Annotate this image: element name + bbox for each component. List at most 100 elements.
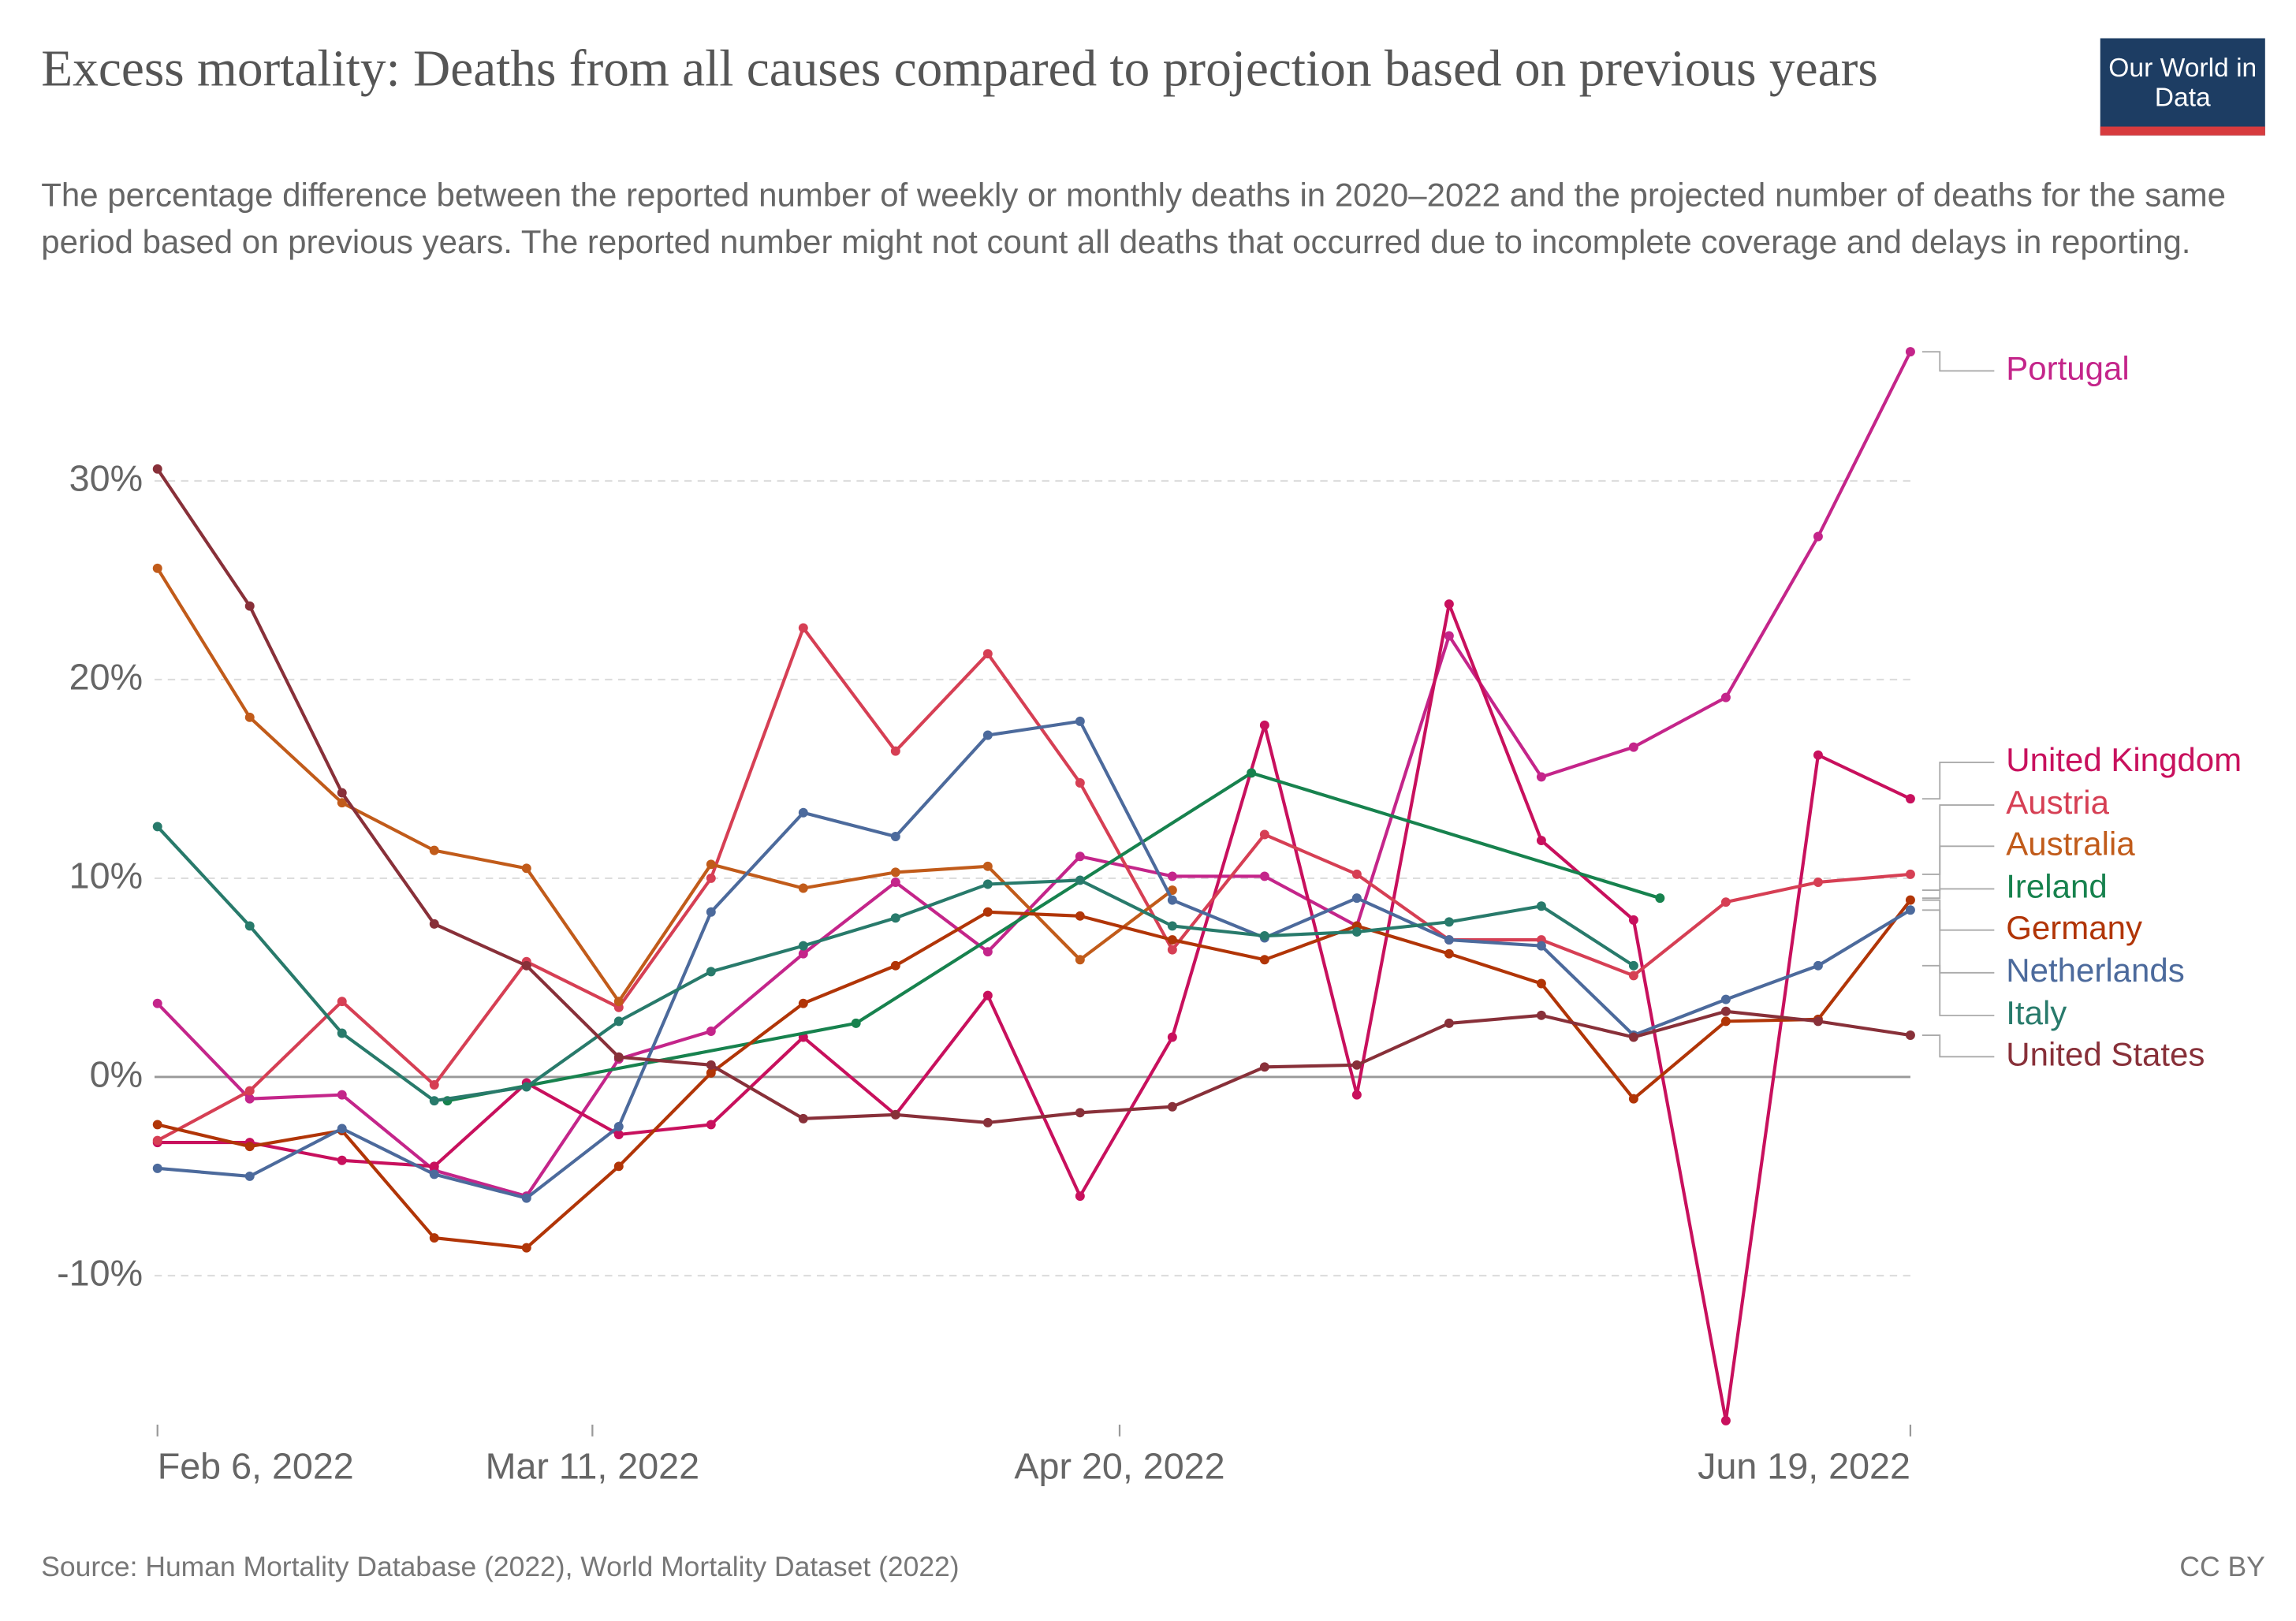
data-point <box>521 1193 531 1203</box>
data-point <box>1075 778 1085 788</box>
data-point <box>1444 599 1454 609</box>
data-point <box>982 649 993 659</box>
data-point <box>1720 897 1731 907</box>
data-point <box>1167 1032 1177 1042</box>
data-point <box>1720 1006 1731 1016</box>
data-point <box>613 1016 624 1027</box>
data-point <box>244 1142 255 1152</box>
data-point <box>1720 994 1731 1004</box>
series <box>152 347 1915 1202</box>
chart-title: Excess mortality: Deaths from all causes… <box>41 39 1878 98</box>
data-point <box>429 919 439 929</box>
data-point <box>890 913 900 923</box>
data-point <box>337 798 347 808</box>
legend-label: Italy <box>2006 994 2067 1031</box>
legend-label: United States <box>2006 1035 2205 1072</box>
data-point <box>1628 960 1638 971</box>
data-point <box>1444 935 1454 945</box>
data-point <box>244 1094 255 1104</box>
data-point <box>1259 829 1269 840</box>
data-point <box>152 822 162 832</box>
data-point <box>1536 941 1546 951</box>
data-point <box>798 883 808 893</box>
data-point <box>429 1080 439 1090</box>
data-point <box>1444 948 1454 959</box>
data-point <box>1536 978 1546 989</box>
data-point <box>1444 631 1454 641</box>
data-point <box>1259 720 1269 730</box>
data-point <box>798 623 808 633</box>
data-point <box>982 947 993 957</box>
data-point <box>1351 1090 1362 1100</box>
data-point <box>1628 915 1638 925</box>
chart-subtitle: The percentage difference between the re… <box>41 177 2226 261</box>
y-tick-label: 10% <box>69 855 143 896</box>
x-tick-label: Mar 11, 2022 <box>486 1445 699 1486</box>
data-point <box>890 867 900 878</box>
data-point <box>152 1120 162 1130</box>
data-point <box>706 1120 716 1130</box>
data-point <box>152 998 162 1008</box>
data-point <box>1075 1108 1085 1118</box>
series-line <box>447 771 1660 1103</box>
label-connector <box>1921 1034 1995 1058</box>
data-point <box>1905 1030 1915 1040</box>
legend-label: Germany <box>2006 909 2142 946</box>
data-point <box>1167 871 1177 881</box>
data-point <box>152 464 162 474</box>
data-point <box>798 807 808 818</box>
data-point <box>1905 869 1915 879</box>
data-point <box>982 1117 993 1127</box>
legend-label: Netherlands <box>2006 952 2184 989</box>
label-connector <box>1921 762 1995 800</box>
series <box>152 563 1177 1007</box>
data-point <box>613 1161 624 1172</box>
data-point <box>613 1130 624 1139</box>
data-point <box>429 1169 439 1179</box>
data-point <box>1259 955 1269 965</box>
data-point <box>706 859 716 870</box>
legend-label: Austria <box>2006 784 2109 821</box>
data-point <box>982 990 993 1001</box>
series <box>442 768 1665 1106</box>
data-point <box>890 960 900 971</box>
series <box>152 464 1915 1127</box>
data-point <box>706 1060 716 1070</box>
data-point <box>1628 1094 1638 1104</box>
data-point <box>1075 911 1085 921</box>
data-point <box>152 1163 162 1173</box>
data-point <box>982 730 993 740</box>
data-point <box>1536 901 1546 911</box>
data-point <box>152 1135 162 1146</box>
legend-label: Ireland <box>2006 868 2107 905</box>
data-point <box>337 1028 347 1038</box>
data-point <box>706 873 716 883</box>
series <box>152 822 1638 1106</box>
series <box>152 599 1915 1425</box>
data-point <box>521 863 531 874</box>
series-line <box>157 899 1912 1250</box>
data-point <box>1905 794 1915 804</box>
label-connector <box>1921 909 1995 974</box>
series <box>152 895 1915 1253</box>
data-point <box>429 845 439 855</box>
data-point <box>706 1027 716 1036</box>
data-point <box>1628 971 1638 981</box>
series-line <box>155 567 1174 1004</box>
data-point <box>613 1121 624 1131</box>
series-line <box>157 602 1911 1422</box>
data-point <box>337 997 347 1007</box>
data-point <box>1813 750 1823 760</box>
data-point <box>244 601 255 611</box>
series <box>152 623 1915 1146</box>
data-point <box>1167 1101 1177 1112</box>
data-point <box>1536 772 1546 782</box>
data-point <box>1536 1010 1546 1020</box>
data-point <box>982 907 993 917</box>
data-point <box>613 997 624 1007</box>
source-note: Source: Human Mortality Database (2022),… <box>41 1552 960 1584</box>
label-connector <box>1921 899 1995 931</box>
data-point <box>890 878 900 887</box>
